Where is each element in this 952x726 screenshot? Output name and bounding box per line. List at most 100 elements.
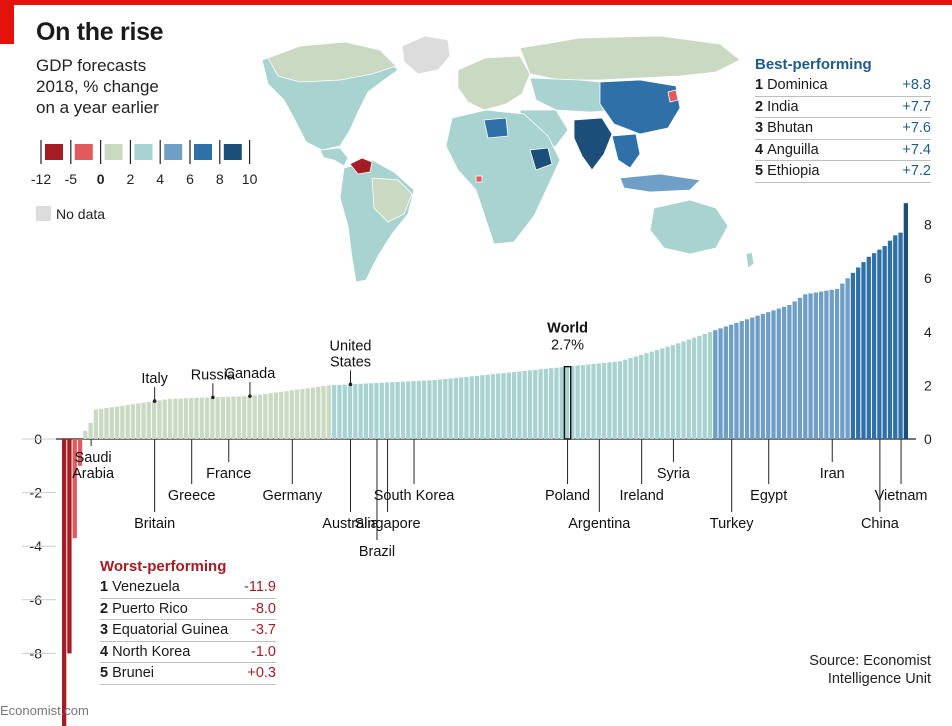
country-label: Iran xyxy=(820,466,845,482)
bar xyxy=(257,394,263,439)
table-cell-value: -11.9 xyxy=(244,579,276,595)
bar xyxy=(834,288,840,439)
bar xyxy=(130,404,136,439)
bar xyxy=(877,249,882,439)
map-region-indonesia xyxy=(619,173,701,193)
bar xyxy=(268,393,273,439)
bar xyxy=(660,348,665,439)
country-label: Poland xyxy=(545,488,590,504)
bar xyxy=(665,346,670,439)
bar xyxy=(639,354,644,439)
bar xyxy=(151,401,157,439)
table-cell-rank: 2 xyxy=(755,98,764,115)
bar xyxy=(723,326,729,439)
bar xyxy=(67,439,72,654)
bar xyxy=(310,387,316,439)
bar xyxy=(77,439,83,466)
chart-title: On the rise xyxy=(36,18,164,46)
source-line: Intelligence Unit xyxy=(827,671,931,687)
bar xyxy=(210,397,215,439)
country-label: Canada xyxy=(225,366,277,382)
bar xyxy=(792,301,797,439)
bar xyxy=(538,369,543,439)
bar xyxy=(490,374,496,439)
source-line: Source: Economist xyxy=(809,653,931,669)
best-performing-heading: Best-performing xyxy=(755,56,872,73)
bar xyxy=(326,385,331,439)
legend-tick-label: 2 xyxy=(127,171,135,187)
table-cell-country: 1 Venezuela xyxy=(100,577,180,598)
best-performing-table: Best-performing 1 Dominica +8.8 2 India +7… xyxy=(755,56,931,183)
table-cell-rank: 4 xyxy=(100,643,109,660)
legend-swatch xyxy=(164,144,183,160)
bar xyxy=(633,356,639,439)
table-cell-value: +0.3 xyxy=(247,665,276,681)
table-cell-country: 4 North Korea xyxy=(100,642,190,663)
map-region-africa xyxy=(445,109,561,245)
bar xyxy=(443,378,448,439)
top-red-rule xyxy=(0,0,952,5)
map-region-greenland xyxy=(401,35,451,75)
bar xyxy=(808,293,813,439)
bar xyxy=(99,408,104,439)
country-label: Argentina xyxy=(568,516,631,532)
bar xyxy=(903,203,908,439)
bar xyxy=(125,404,130,439)
bar xyxy=(321,386,326,439)
bar xyxy=(739,321,744,439)
bar xyxy=(220,397,226,439)
table-cell-value: -3.7 xyxy=(251,622,276,638)
color-legend: -12 -5 0 2 4 6 8 10 xyxy=(31,140,258,187)
country-name: Anguilla xyxy=(767,141,819,158)
country-name: North Korea xyxy=(112,643,191,660)
table-row: 4 Anguilla +7.4 xyxy=(755,140,931,161)
bar xyxy=(305,388,310,439)
bar xyxy=(416,380,421,439)
bar xyxy=(670,345,676,439)
table-cell-rank: 3 xyxy=(100,622,109,638)
bar xyxy=(840,283,845,439)
bar xyxy=(316,386,321,439)
country-name: Equatorial Guinea xyxy=(112,622,229,638)
y-axis-tick-right: 8 xyxy=(924,217,932,233)
table-row: 5 Ethiopia +7.2 xyxy=(755,161,931,183)
map-region-brazil xyxy=(371,177,413,223)
map-region-southeast-asia xyxy=(611,133,641,169)
label-dot xyxy=(211,395,215,400)
bar xyxy=(697,335,702,439)
table-cell-country: 2 Puerto Rico xyxy=(100,599,188,620)
table-cell-country: 5 Brunei xyxy=(100,663,154,684)
legend-swatch xyxy=(194,144,212,160)
country-label: South Korea xyxy=(374,488,456,504)
bar xyxy=(829,289,834,439)
table-cell-value: +7.7 xyxy=(902,98,931,115)
bar xyxy=(464,376,469,439)
no-data-swatch xyxy=(36,206,51,221)
map-region-ethiopia xyxy=(529,147,553,171)
bar xyxy=(797,297,803,439)
bar xyxy=(236,396,241,439)
country-name: India xyxy=(767,98,799,115)
bar xyxy=(331,385,337,439)
bar xyxy=(866,256,871,439)
bar xyxy=(628,358,633,439)
map-region-libya xyxy=(483,117,509,139)
bar xyxy=(893,235,898,439)
map-region-equatorial-guinea xyxy=(475,175,483,183)
table-row: 5 Brunei +0.3 xyxy=(100,663,276,685)
bar xyxy=(358,383,363,439)
bar xyxy=(231,396,236,439)
country-label: Egypt xyxy=(750,488,787,504)
brand-tag xyxy=(0,0,14,44)
bar xyxy=(644,353,649,439)
legend-tick-label: 6 xyxy=(186,171,194,187)
bar xyxy=(374,382,379,439)
country-name: Ethiopia xyxy=(767,163,820,179)
bar xyxy=(469,376,474,439)
bar xyxy=(146,401,151,439)
table-cell-rank: 1 xyxy=(100,579,109,595)
bar xyxy=(448,378,453,439)
bar xyxy=(427,380,432,439)
bar xyxy=(744,319,750,439)
